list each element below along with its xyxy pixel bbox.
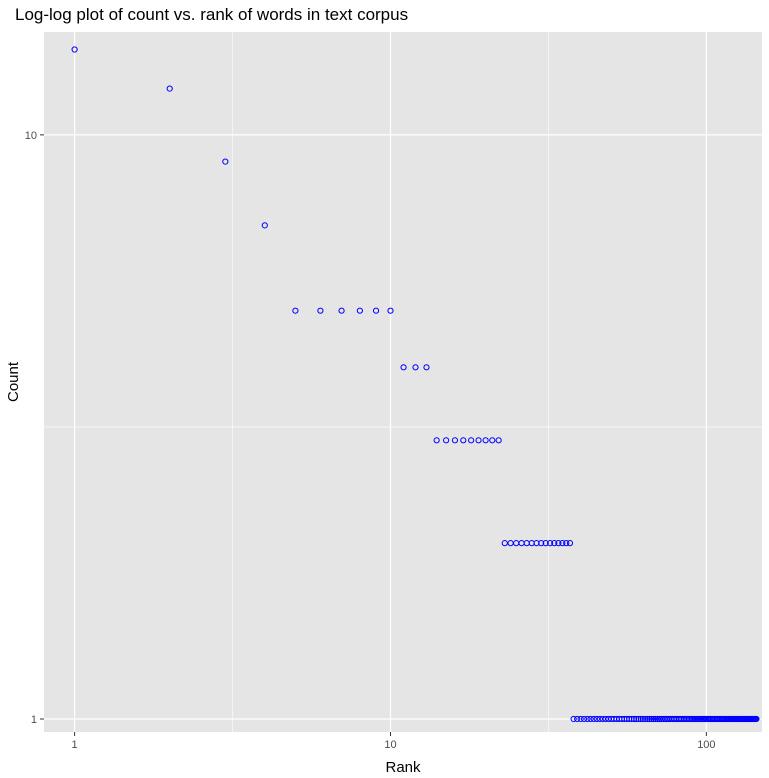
data-point [412,364,419,371]
data-point [639,715,647,723]
data-point [222,158,229,165]
data-point [566,540,574,547]
x-axis: 1 10 100 [72,732,716,751]
data-point [580,715,588,723]
data-point [71,46,78,53]
data-point [644,715,651,723]
data-point [292,307,299,314]
y-tick-label: 1 [31,714,37,726]
data-point [593,715,600,723]
major-gridlines [44,32,762,732]
data-point [533,540,540,547]
data-point [637,715,644,723]
data-point [590,715,597,723]
y-axis-title: Count [5,361,22,402]
data-point [443,437,450,444]
data-point [489,437,496,444]
data-point [650,715,657,723]
data-point [646,715,653,723]
data-point [635,715,642,723]
x-tick-label: 100 [697,739,715,751]
data-point [630,715,638,723]
data-point [261,222,268,229]
data-point [538,540,545,547]
data-point [584,715,591,723]
minor-gridlines [44,32,762,732]
data-point [753,715,760,723]
data-point [652,715,659,723]
data-point [475,437,482,444]
data-point [574,715,581,723]
data-point [495,437,502,444]
data-point [555,540,562,547]
data-point [423,364,430,371]
data-point [546,540,554,547]
data-point [633,715,640,723]
data-point [559,540,566,547]
data-point [387,307,394,314]
data-point [356,307,363,314]
data-point [628,715,635,723]
x-axis-title: Rank [385,759,421,776]
data-point [570,715,577,723]
data-point [433,437,440,444]
data-point [642,715,649,723]
data-point [338,307,345,314]
chart-title: Log-log plot of count vs. rank of words … [15,5,408,24]
data-point [451,437,459,444]
data-point [596,715,603,723]
data-point [166,85,173,92]
x-tick-label: 1 [72,739,78,751]
data-point [372,307,380,314]
data-point [648,715,655,723]
data-point [400,364,407,371]
data-point [482,437,489,444]
data-point [587,715,594,723]
data-point [551,540,558,547]
y-tick-label: 10 [25,130,37,142]
data-points [71,46,760,723]
data-point [317,307,324,314]
data-point [599,715,606,723]
plot-panel [44,32,762,732]
data-point [501,540,508,547]
x-tick-label: 10 [384,739,396,751]
data-point [542,540,549,547]
data-point [468,437,475,444]
data-point [577,715,584,723]
data-point [654,715,661,723]
data-point [563,540,570,547]
y-axis: 1 10 [25,130,44,726]
data-point [460,437,467,444]
